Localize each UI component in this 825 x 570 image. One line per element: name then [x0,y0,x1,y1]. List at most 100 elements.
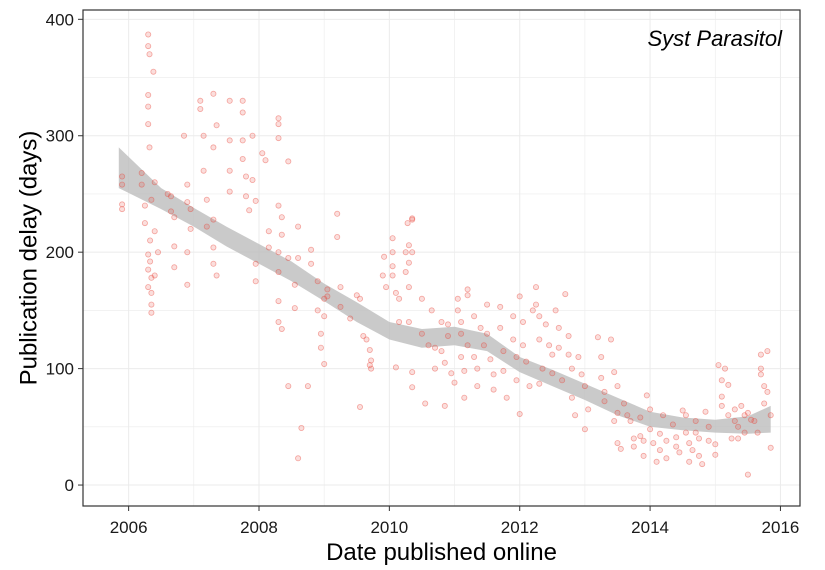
data-point [696,435,703,442]
data-point [396,295,403,302]
data-point [145,31,152,38]
data-point [148,289,155,296]
data-point [444,332,451,339]
data-point [601,388,608,395]
data-point [148,301,155,308]
data-point [738,402,745,409]
data-point [484,330,491,337]
data-point [454,307,461,314]
data-point [171,214,178,221]
data-point [285,158,292,165]
data-point [389,235,396,242]
data-point [210,90,217,97]
data-point [184,181,191,188]
data-point [484,301,491,308]
data-point [295,455,302,462]
data-point [503,394,510,401]
data-point [682,412,689,419]
data-point [705,437,712,444]
data-point [585,406,592,413]
panel-annotation: Syst Parasitol [648,26,784,51]
data-point [676,449,683,456]
data-point [151,272,158,279]
data-point [184,249,191,256]
data-point [265,244,272,251]
data-point [536,336,543,343]
data-point [516,293,523,300]
data-point [308,246,315,253]
data-point [653,458,660,465]
data-point [334,210,341,217]
data-point [630,435,637,442]
data-point [572,412,579,419]
data-point [275,202,282,209]
data-point [601,398,608,405]
data-point [275,115,282,122]
data-point [148,274,155,281]
data-point [542,321,549,328]
data-point [728,435,735,442]
data-point [171,264,178,271]
data-point [458,353,465,360]
data-point [474,365,481,372]
data-point [731,406,738,413]
data-point [598,353,605,360]
data-point [549,370,556,377]
data-point [409,384,416,391]
data-point [712,441,719,448]
data-point [321,360,328,367]
data-point [226,167,233,174]
data-point [441,359,448,366]
data-point [210,144,217,151]
data-point [167,208,174,215]
data-point [526,383,533,390]
data-point [533,301,540,308]
data-point [119,181,126,188]
x-tick-label: 2016 [762,518,800,537]
y-tick-label: 200 [46,243,74,262]
data-point [614,383,621,390]
data-point [611,369,618,376]
data-point [184,281,191,288]
data-point [464,292,471,299]
data-point [461,367,468,374]
data-point [389,272,396,279]
data-point [226,97,233,104]
data-point [366,346,373,353]
data-point [686,440,693,447]
data-point [151,228,158,235]
data-point [119,201,126,208]
data-point [744,471,751,478]
x-axis-title: Date published online [326,539,557,566]
data-point [138,181,145,188]
data-point [317,330,324,337]
data-point [611,417,618,424]
data-point [448,370,455,377]
data-point [275,121,282,128]
data-point [418,295,425,302]
data-point [555,344,562,351]
data-point [147,258,154,265]
y-tick-label: 300 [46,127,74,146]
data-point [428,307,435,314]
data-point [529,307,536,314]
data-point [516,410,523,417]
data-point [546,342,553,349]
data-point [145,92,152,99]
data-point [210,244,217,251]
data-point [487,356,494,363]
data-point [718,402,725,409]
data-point [500,367,507,374]
data-point [242,173,249,180]
data-point [471,353,478,360]
data-point [441,402,448,409]
data-point [353,292,360,299]
data-point [200,132,207,139]
data-point [451,379,458,386]
data-point [404,220,411,227]
data-point [581,383,588,390]
data-point [409,249,416,256]
data-point [568,394,575,401]
data-point [363,336,370,343]
